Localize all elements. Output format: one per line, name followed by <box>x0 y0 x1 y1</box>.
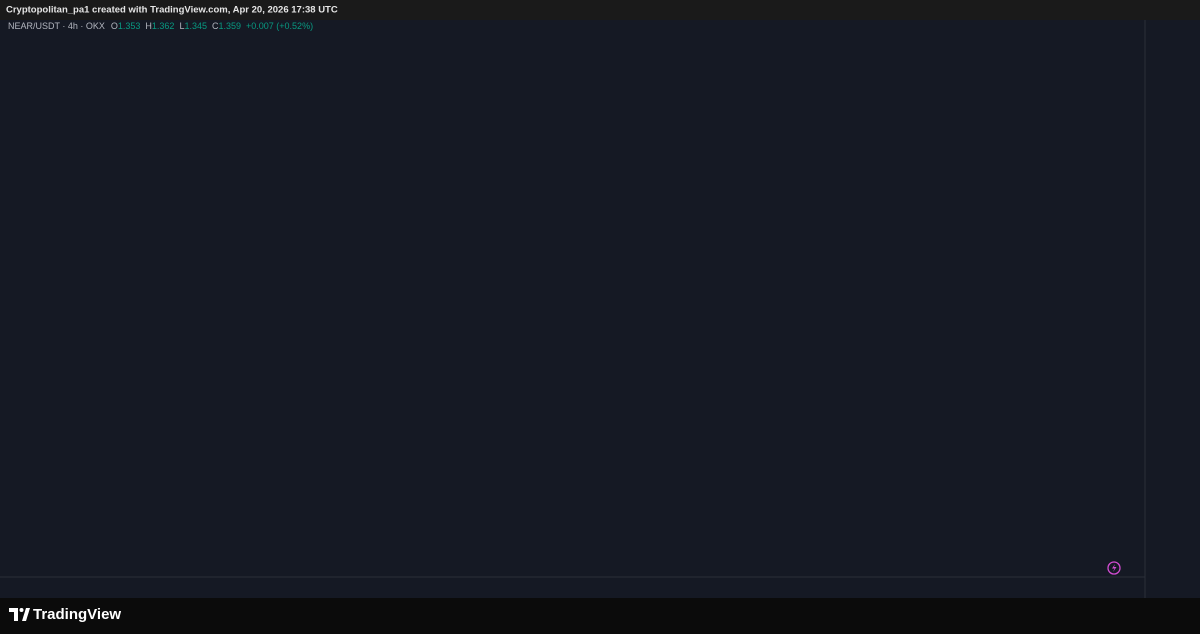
ohlc-label: H <box>145 21 152 31</box>
alert-icon[interactable] <box>1107 561 1121 575</box>
alert-bolt[interactable] <box>1112 564 1117 572</box>
brand: TradingView <box>33 606 121 623</box>
footer-bar <box>0 598 1200 634</box>
symbol: NEAR/USDT · 4h · OKX <box>8 21 105 31</box>
logo-part <box>19 608 24 612</box>
alert-ring[interactable] <box>1107 561 1121 575</box>
top-bar <box>0 0 1200 20</box>
logo-part <box>22 608 30 621</box>
credit: Cryptopolitan_pa1 created with TradingVi… <box>6 5 338 16</box>
ohlc-value: 1.353 <box>118 21 141 31</box>
ohlc-label: L <box>179 21 184 31</box>
ohlc-label: O <box>111 21 118 31</box>
logo-part <box>9 608 18 621</box>
ohlc-label: C <box>212 21 219 31</box>
ohlc-value: 1.362 <box>152 21 175 31</box>
chart-area <box>0 20 1200 598</box>
brand-logo <box>9 608 30 621</box>
ohlc-value: 1.345 <box>184 21 207 31</box>
ohlc-value: 1.359 <box>218 21 241 31</box>
change: +0.007 (+0.52%) <box>246 21 313 31</box>
chart-legend: NEAR/USDT · 4h · OKX O1.353 H1.362 L1.345 C1… <box>8 21 313 31</box>
